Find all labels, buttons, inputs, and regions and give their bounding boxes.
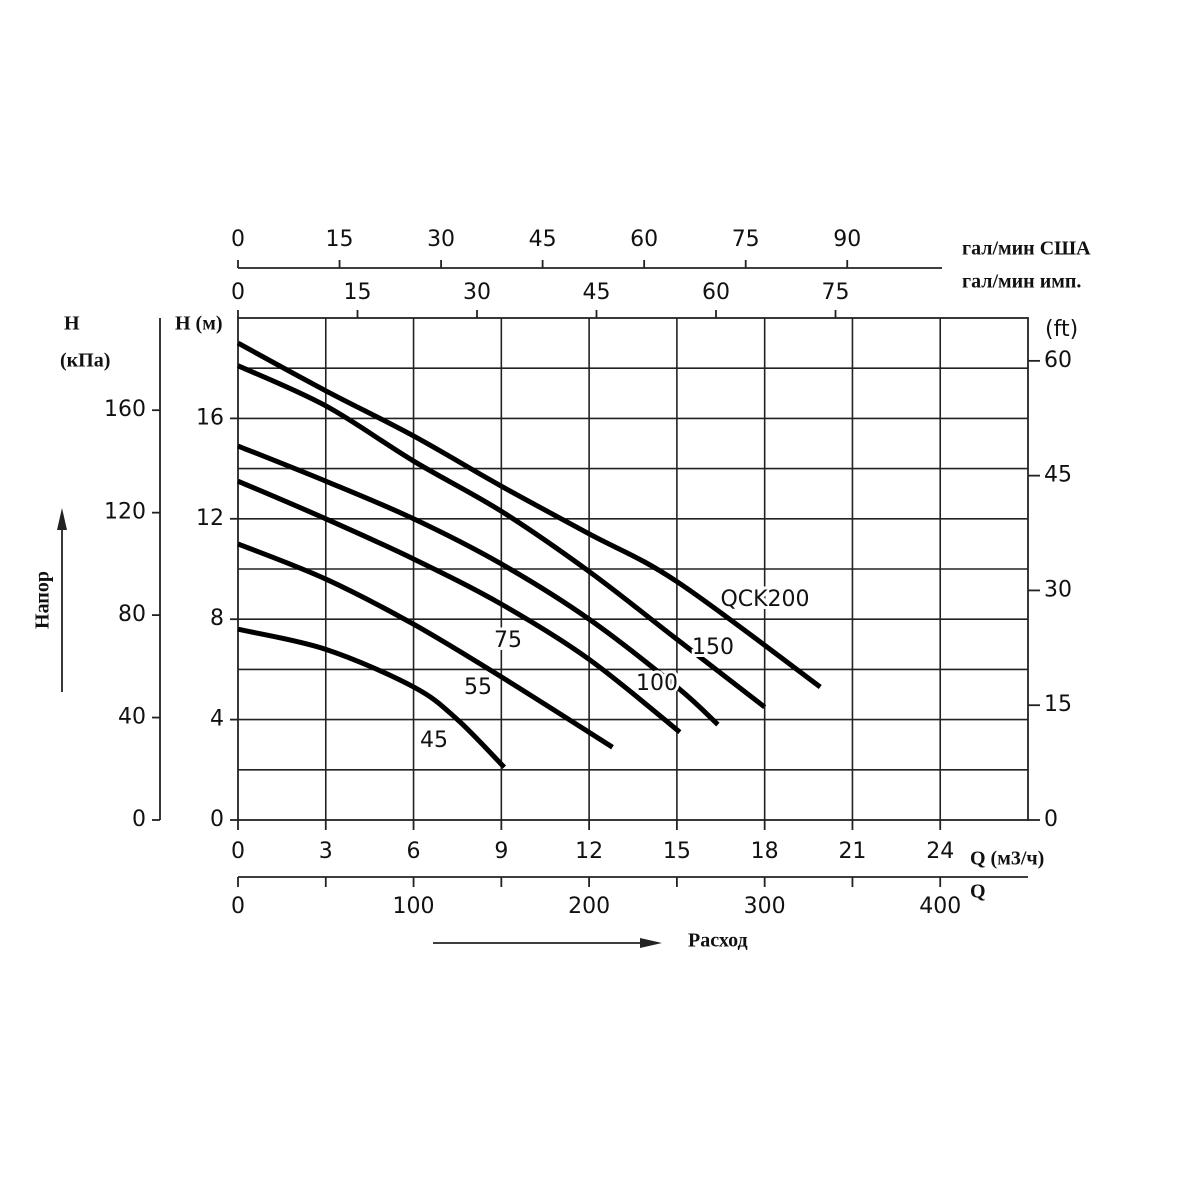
x4-axis-title: Q	[970, 881, 986, 903]
x4-tick-label: 0	[231, 894, 245, 919]
y3-tick-label: 80	[118, 602, 146, 627]
y-tick-label: 8	[210, 606, 224, 631]
pump-curve	[236, 363, 767, 710]
x-tick-label: 0	[231, 839, 245, 864]
x3-tick-label: 45	[583, 280, 611, 305]
curve-label: 150	[692, 635, 734, 660]
curve-label: 55	[464, 675, 492, 700]
y-tick-label: 16	[196, 405, 224, 430]
curve-label: QCK200	[720, 587, 809, 612]
x3-axis-title: гал/мин имп.	[962, 271, 1081, 293]
y-tick-label: 12	[196, 506, 224, 531]
pump-curve	[237, 626, 507, 770]
x2-tick-label: 0	[231, 227, 245, 252]
x2-tick-label: 15	[326, 227, 354, 252]
y2-tick-label: 45	[1044, 463, 1072, 488]
x4-tick-label: 300	[744, 894, 786, 919]
x4-tick-label: 400	[919, 894, 961, 919]
y-tick-label: 0	[210, 807, 224, 832]
x-tick-label: 12	[575, 839, 603, 864]
y3-axis-title: H	[64, 313, 80, 335]
x2-tick-label: 30	[427, 227, 455, 252]
y2-tick-label: 0	[1044, 807, 1058, 832]
x3-tick-label: 60	[702, 280, 730, 305]
x2-tick-label: 90	[833, 227, 861, 252]
x-tick-label: 24	[926, 839, 954, 864]
x2-tick-label: 75	[732, 227, 760, 252]
x2-axis-title: гал/мин США	[962, 238, 1091, 260]
x-tick-label: 9	[494, 839, 508, 864]
x3-tick-label: 0	[231, 280, 245, 305]
y3-tick-label: 40	[118, 705, 146, 730]
y-tick-label: 4	[210, 707, 224, 732]
curve-label: 100	[636, 671, 678, 696]
y2-tick-label: 15	[1044, 692, 1072, 717]
y3-tick-label: 120	[104, 500, 146, 525]
x-tick-label: 18	[751, 839, 779, 864]
x2-tick-label: 45	[529, 227, 557, 252]
x-tick-label: 3	[319, 839, 333, 864]
pump-curve	[237, 541, 614, 750]
curve-label: 45	[420, 728, 448, 753]
y3-axis-title: (кПа)	[60, 350, 110, 372]
x3-tick-label: 75	[822, 280, 850, 305]
y2-tick-label: 30	[1044, 577, 1072, 602]
y2-axis-title: (ft)	[1045, 317, 1078, 342]
pump-curve	[237, 443, 720, 727]
flow-arrow-head	[640, 938, 662, 948]
pump-curve	[237, 478, 682, 735]
x3-tick-label: 30	[463, 280, 491, 305]
plot-frame	[237, 317, 1029, 821]
x4-tick-label: 100	[393, 894, 435, 919]
x4-tick-label: 200	[568, 894, 610, 919]
y3-tick-label: 160	[104, 397, 146, 422]
pump-curve	[236, 340, 822, 689]
head-arrow-head	[57, 508, 67, 530]
y2-tick-label: 60	[1044, 348, 1072, 373]
flow-title: Расход	[688, 930, 748, 952]
x-axis-title: Q (м3/ч)	[970, 848, 1044, 870]
head-title: Напор	[32, 571, 54, 629]
curve-label: 75	[494, 628, 522, 653]
x-tick-label: 6	[407, 839, 421, 864]
x-tick-label: 15	[663, 839, 691, 864]
y-axis-title: H (м)	[175, 313, 223, 335]
x-tick-label: 21	[838, 839, 866, 864]
x3-tick-label: 15	[344, 280, 372, 305]
y3-tick-label: 0	[132, 807, 146, 832]
x2-tick-label: 60	[630, 227, 658, 252]
